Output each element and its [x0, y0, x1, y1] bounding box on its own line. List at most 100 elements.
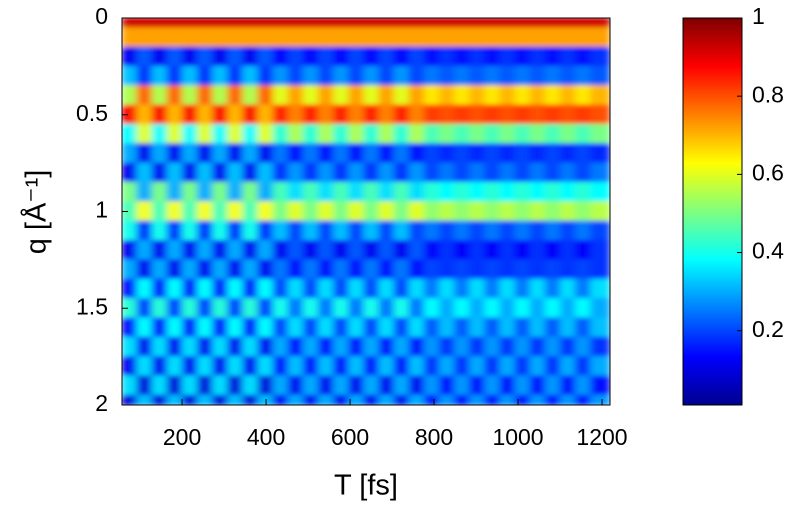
heatmap-cell [514, 298, 531, 319]
heatmap-cell [423, 259, 440, 280]
heatmap-cell [348, 162, 365, 183]
heatmap-cell [363, 278, 380, 300]
heatmap-cell [575, 278, 592, 300]
heatmap-cell [529, 46, 546, 67]
heatmap-cell [408, 104, 425, 125]
heatmap-cell [575, 201, 592, 222]
heatmap-cell [151, 104, 168, 125]
heatmap-cell [393, 201, 410, 222]
heatmap-cell [378, 201, 395, 222]
heatmap-cell [348, 27, 365, 48]
heatmap-cell [318, 162, 335, 183]
heatmap-cell [318, 240, 335, 261]
heatmap-cell [257, 298, 274, 319]
heatmap-cell [333, 220, 350, 242]
heatmap-cell [514, 181, 531, 203]
heatmap-cell [181, 27, 199, 48]
heatmap-cell [499, 65, 516, 87]
heatmap-cell [122, 240, 138, 261]
heatmap-cell [363, 18, 380, 29]
heatmap-cell [423, 336, 440, 358]
heatmap-cell [423, 356, 440, 377]
heatmap-cell [529, 123, 546, 145]
heatmap-cell [590, 162, 610, 183]
heatmap-cell [272, 181, 289, 203]
heatmap-cell [393, 375, 410, 396]
heatmap-cell [212, 18, 229, 29]
heatmap-cell [227, 18, 244, 29]
heatmap-cell [197, 162, 214, 183]
heatmap-cell [559, 46, 577, 67]
heatmap-cell [514, 162, 531, 183]
heatmap-cell [166, 317, 183, 338]
heatmap-cell [242, 278, 259, 300]
heatmap-cell [287, 220, 304, 242]
heatmap-cell [469, 201, 486, 222]
heatmap-cell [559, 298, 577, 319]
heatmap-cell [529, 298, 546, 319]
heatmap-cell [363, 123, 380, 145]
heatmap-cell [575, 162, 592, 183]
heatmap-cell [559, 123, 577, 145]
heatmap-cell [181, 18, 199, 29]
heatmap-cell [166, 356, 183, 377]
heatmap-cell [469, 220, 486, 242]
heatmap-cell [590, 18, 610, 29]
heatmap-cell [454, 375, 471, 396]
heatmap-cell [469, 317, 486, 338]
heatmap-cell [166, 27, 183, 48]
heatmap-cell [438, 104, 456, 125]
heatmap-cell [197, 220, 214, 242]
heatmap-cell [333, 278, 350, 300]
heatmap-cell [423, 104, 440, 125]
x-tick-label: 800 [415, 424, 453, 450]
heatmap-cell [514, 259, 531, 280]
heatmap-cell [529, 104, 546, 125]
heatmap-cell [575, 85, 592, 106]
heatmap-cell [257, 356, 274, 377]
heatmap-cell [318, 336, 335, 358]
heatmap-cell [318, 46, 335, 67]
heatmap-cell [287, 298, 304, 319]
heatmap-cell [348, 317, 365, 338]
heatmap-cell [272, 104, 289, 125]
heatmap-cell [484, 298, 501, 319]
heatmap-cell [544, 143, 561, 164]
heatmap-cell [302, 201, 320, 222]
heatmap-cell [499, 123, 516, 145]
heatmap-cell [378, 336, 395, 358]
heatmap-cell [363, 143, 380, 164]
heatmap-cell [302, 394, 320, 405]
heatmap-cell [575, 123, 592, 145]
heatmap-cell [181, 46, 199, 67]
heatmap-cell [529, 27, 546, 48]
heatmap-cell [302, 46, 320, 67]
heatmap-cell [514, 375, 531, 396]
heatmap-cell [136, 27, 153, 48]
heatmap-cell [454, 143, 471, 164]
heatmap-cell [287, 356, 304, 377]
heatmap-cell [469, 259, 486, 280]
heatmap-cell [287, 240, 304, 261]
heatmap-cell [181, 104, 199, 125]
heatmap-cell [454, 356, 471, 377]
heatmap-cell [302, 336, 320, 358]
heatmap-cell [151, 220, 168, 242]
x-tick-label: 1200 [576, 424, 627, 450]
heatmap-cell [484, 181, 501, 203]
heatmap-cell [408, 356, 425, 377]
heatmap-cell [318, 259, 335, 280]
heatmap-cell [136, 18, 153, 29]
heatmap-cell [423, 18, 440, 29]
heatmap-cell [181, 336, 199, 358]
colorbar-tick-label: 0.2 [752, 316, 784, 342]
heatmap-cell [166, 162, 183, 183]
heatmap-cell [378, 356, 395, 377]
heatmap-cell [575, 336, 592, 358]
heatmap-cell [363, 298, 380, 319]
heatmap-cell [257, 259, 274, 280]
heatmap-cell [590, 85, 610, 106]
heatmap-cell [197, 18, 214, 29]
heatmap-cell [227, 123, 244, 145]
